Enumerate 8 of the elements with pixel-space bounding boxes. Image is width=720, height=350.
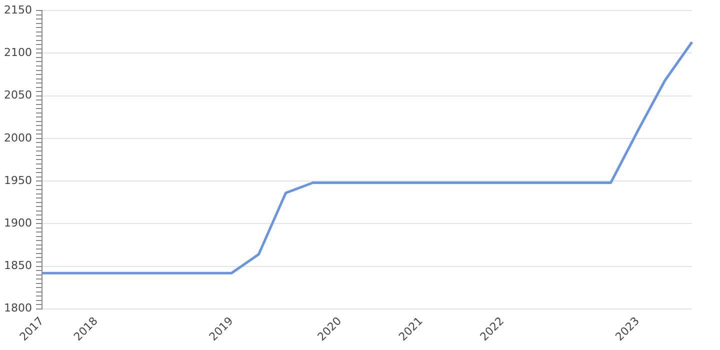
y-tick-label: 2050 [4, 88, 32, 102]
y-tick-label: 2000 [4, 131, 32, 144]
y-tick-label: 2150 [4, 3, 32, 16]
y-tick-label: 2100 [4, 46, 32, 60]
y-tick-label: 1950 [4, 174, 32, 187]
y-tick-label: 1850 [4, 259, 32, 272]
y-tick-label: 1900 [4, 216, 32, 230]
y-tick-label: 1800 [4, 302, 32, 315]
